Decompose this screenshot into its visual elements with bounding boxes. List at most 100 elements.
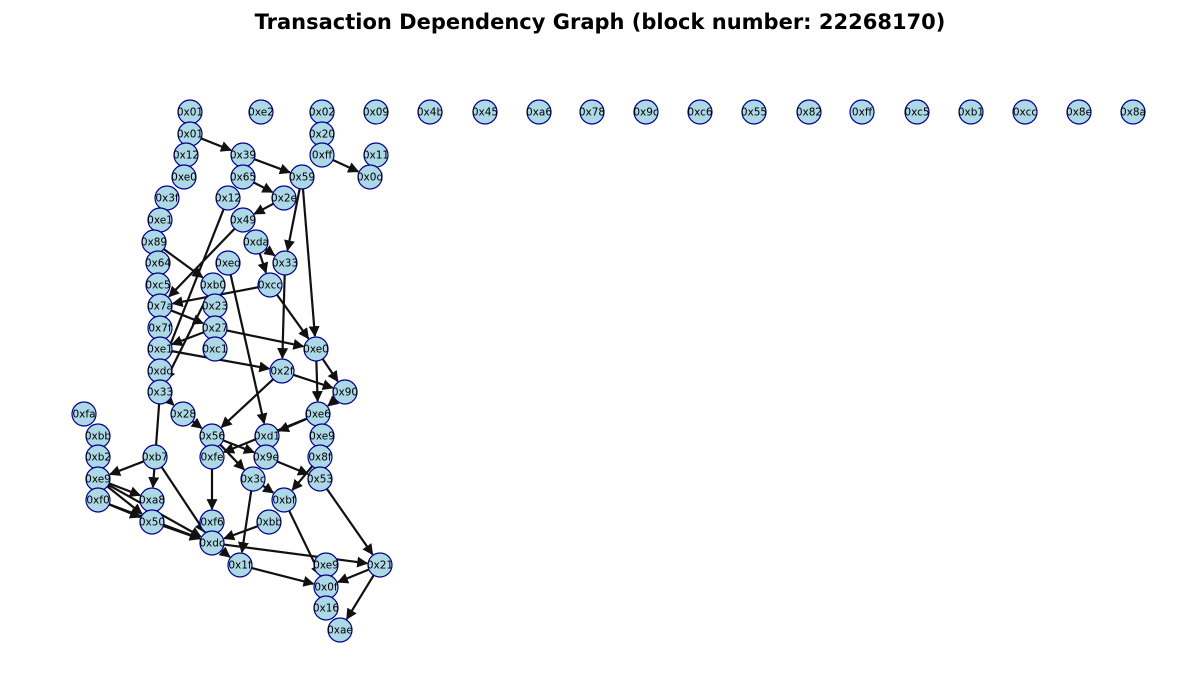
node-circle — [271, 185, 297, 211]
node-label: 0xc5 — [904, 107, 929, 119]
edge-0x01b-to-0x39 — [200, 137, 232, 152]
edge-0x90-to-0xe6 — [327, 395, 340, 407]
node-label: 0xa6 — [526, 107, 552, 119]
node-label: 0x8e — [1066, 107, 1092, 119]
graph-node-0xdc: 0xdc — [199, 530, 225, 556]
graph-node-0x7a: 0x7a — [147, 293, 173, 319]
node-label: 0x33 — [147, 387, 173, 399]
node-label: 0xe1 — [147, 215, 173, 227]
edge-0x8f-to-0xbf — [291, 465, 314, 491]
graph-node-0x4b: 0x4b — [417, 99, 443, 125]
node-label: 0xbb — [85, 431, 112, 443]
node-label: 0x09 — [363, 107, 389, 119]
graph-node-0x59: 0x59 — [289, 164, 315, 190]
graph-node-0x01b: 0x01 — [177, 121, 203, 147]
node-label: 0x16 — [313, 603, 340, 615]
node-label: 0x28 — [170, 409, 196, 421]
graph-node-0x2f: 0x2f — [269, 358, 295, 384]
graph-node-0xb1: 0xb1 — [958, 99, 984, 125]
edge-0xffb-to-0x0d — [332, 158, 360, 173]
edge-0x7a-to-0x27 — [170, 309, 204, 325]
node-label: 0x65 — [230, 172, 256, 184]
node-circle — [741, 99, 767, 125]
node-circle — [171, 164, 197, 190]
node-label: 0xdd — [147, 366, 173, 378]
node-label: 0x9e — [253, 452, 279, 464]
graph-node-0x28: 0x28 — [170, 401, 196, 427]
node-label: 0x78 — [579, 107, 605, 119]
node-circle — [472, 99, 498, 125]
graph-node-0xed: 0xed — [215, 250, 241, 276]
graph-node-0xb2: 0xb2 — [85, 444, 111, 470]
graph-node-0x56: 0x56 — [199, 423, 226, 449]
edge-0xb0-to-0x33b — [164, 295, 209, 382]
edge-0x27-to-0xe0b — [226, 329, 305, 350]
node-label: 0xc5 — [145, 280, 170, 292]
edge-0x12b-to-0xdd — [163, 208, 225, 360]
node-circle — [357, 164, 383, 190]
graph-node-0xbf: 0xbf — [271, 487, 297, 513]
node-label: 0xfe — [200, 452, 223, 464]
node-circle — [199, 530, 225, 556]
node-circle — [142, 444, 168, 470]
node-circle — [253, 444, 279, 470]
graph-node-0xff: 0xff — [849, 99, 875, 125]
node-label: 0x2e — [271, 193, 297, 205]
node-label: 0x8f — [308, 452, 332, 464]
graph-node-0x7f: 0x7f — [147, 315, 173, 341]
edge-0x56-to-0x9e — [222, 439, 255, 454]
node-label: 0x8a — [1120, 107, 1146, 119]
node-label: 0x55 — [741, 107, 767, 119]
node-label: 0xdc — [199, 538, 225, 550]
node-label: 0x01 — [177, 107, 203, 119]
graph-node-0xe2: 0xe2 — [248, 99, 274, 125]
graph-node-0x3c: 0x3c — [240, 466, 266, 492]
node-label: 0xf6 — [200, 517, 224, 529]
graph-node-0xe1b: 0xe1 — [147, 336, 173, 362]
edge-0x3c-to-0xbf — [261, 482, 275, 494]
edge-0xbb2-to-0xdc — [223, 525, 259, 541]
node-label: 0xf0 — [86, 495, 109, 507]
graph-node-0x02: 0x02 — [309, 99, 335, 125]
graph-node-0xe6: 0xe6 — [305, 401, 331, 427]
node-label: 0x53 — [307, 474, 333, 486]
graph-node-0xe9a: 0xe9 — [309, 423, 335, 449]
node-circle — [199, 444, 225, 470]
edge-0xe9b-to-0xa8 — [108, 482, 141, 497]
graph-node-0xb7: 0xb7 — [142, 444, 168, 470]
graph-node-0xdd: 0xdd — [147, 358, 173, 384]
graph-node-0x39: 0x39 — [230, 142, 256, 168]
graph-node-0xcc2: 0xcc — [257, 272, 283, 298]
graph-node-0x9e: 0x9e — [253, 444, 279, 470]
node-circle — [313, 595, 339, 621]
node-label: 0xb2 — [85, 452, 111, 464]
node-circle — [147, 379, 173, 405]
node-label: 0x01 — [177, 129, 203, 141]
graph-node-0xe0b: 0xe0 — [303, 336, 329, 362]
graph-node-0xc1: 0xc1 — [202, 336, 228, 362]
edge-0x39-to-0x59 — [253, 158, 291, 175]
node-label: 0xb1 — [958, 107, 984, 119]
node-label: 0x12 — [215, 193, 241, 205]
node-circle — [85, 487, 111, 513]
node-label: 0x2f — [270, 366, 294, 378]
node-label: 0x56 — [199, 431, 226, 443]
node-label: 0x9c — [633, 107, 659, 119]
node-label: 0x3f — [155, 193, 179, 205]
node-circle — [849, 99, 875, 125]
edge-0x33b-to-0x28 — [162, 394, 175, 406]
node-label: 0xed — [215, 258, 241, 270]
node-label: 0x27 — [202, 323, 228, 335]
node-circle — [215, 185, 241, 211]
edge-0xed-to-0xd1 — [229, 274, 268, 425]
node-label: 0x90 — [332, 387, 358, 399]
node-label: 0xc6 — [687, 107, 712, 119]
node-label: 0xe0 — [303, 344, 329, 356]
graph-node-0x2e: 0x2e — [271, 185, 297, 211]
node-circle — [1120, 99, 1146, 125]
graph-node-0x89: 0x89 — [141, 229, 167, 255]
graph-node-0x9c: 0x9c — [633, 99, 659, 125]
edge-0x28-to-0x56 — [190, 417, 203, 430]
edge-0x59-to-0x33a — [284, 188, 301, 252]
